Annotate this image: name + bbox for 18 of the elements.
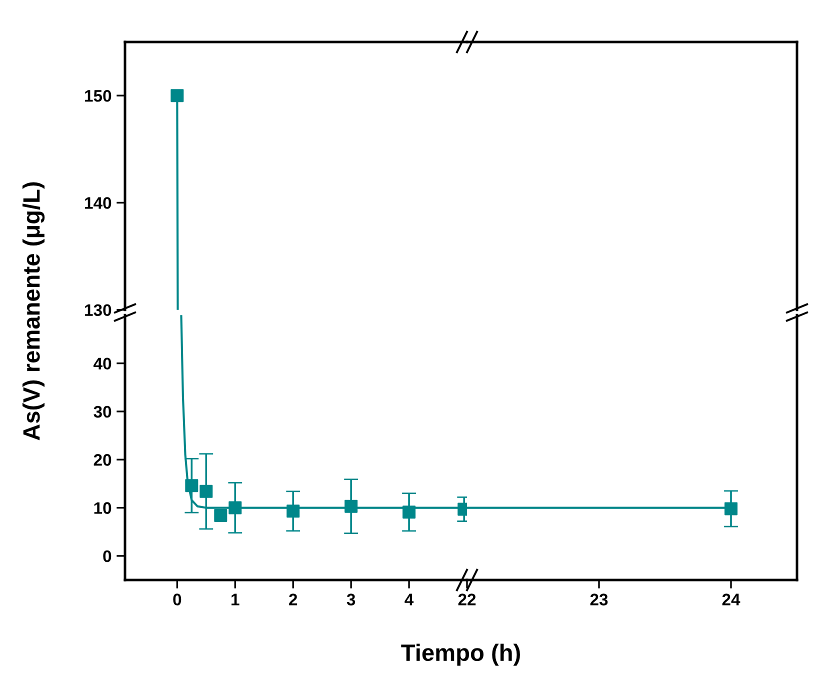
y-tick-label: 140	[85, 197, 112, 209]
y-tick-label: 40	[94, 358, 112, 370]
x-tick-label: 2	[289, 594, 298, 606]
x-tick-label: 23	[590, 594, 608, 606]
x-tick-label: 24	[722, 594, 740, 606]
y-tick-label: 130	[85, 304, 112, 316]
x-tick-label: 4	[404, 594, 414, 606]
x-axis-title: Tiempo (h)	[401, 644, 520, 666]
y-tick-label: 30	[94, 406, 112, 418]
x-tick-label: 0	[173, 594, 182, 606]
x-tick-label: 1	[232, 594, 240, 606]
y-tick-label: 150	[85, 90, 112, 102]
y-tick-label: 20	[94, 454, 112, 466]
x-tick-label: 3	[346, 594, 356, 606]
y-axis-title: As(V) remanente (μg/L)	[22, 182, 45, 440]
y-tick-label: 10	[94, 502, 112, 514]
y-tick-label: 0	[103, 550, 112, 562]
x-tick-label: 22	[458, 594, 476, 606]
